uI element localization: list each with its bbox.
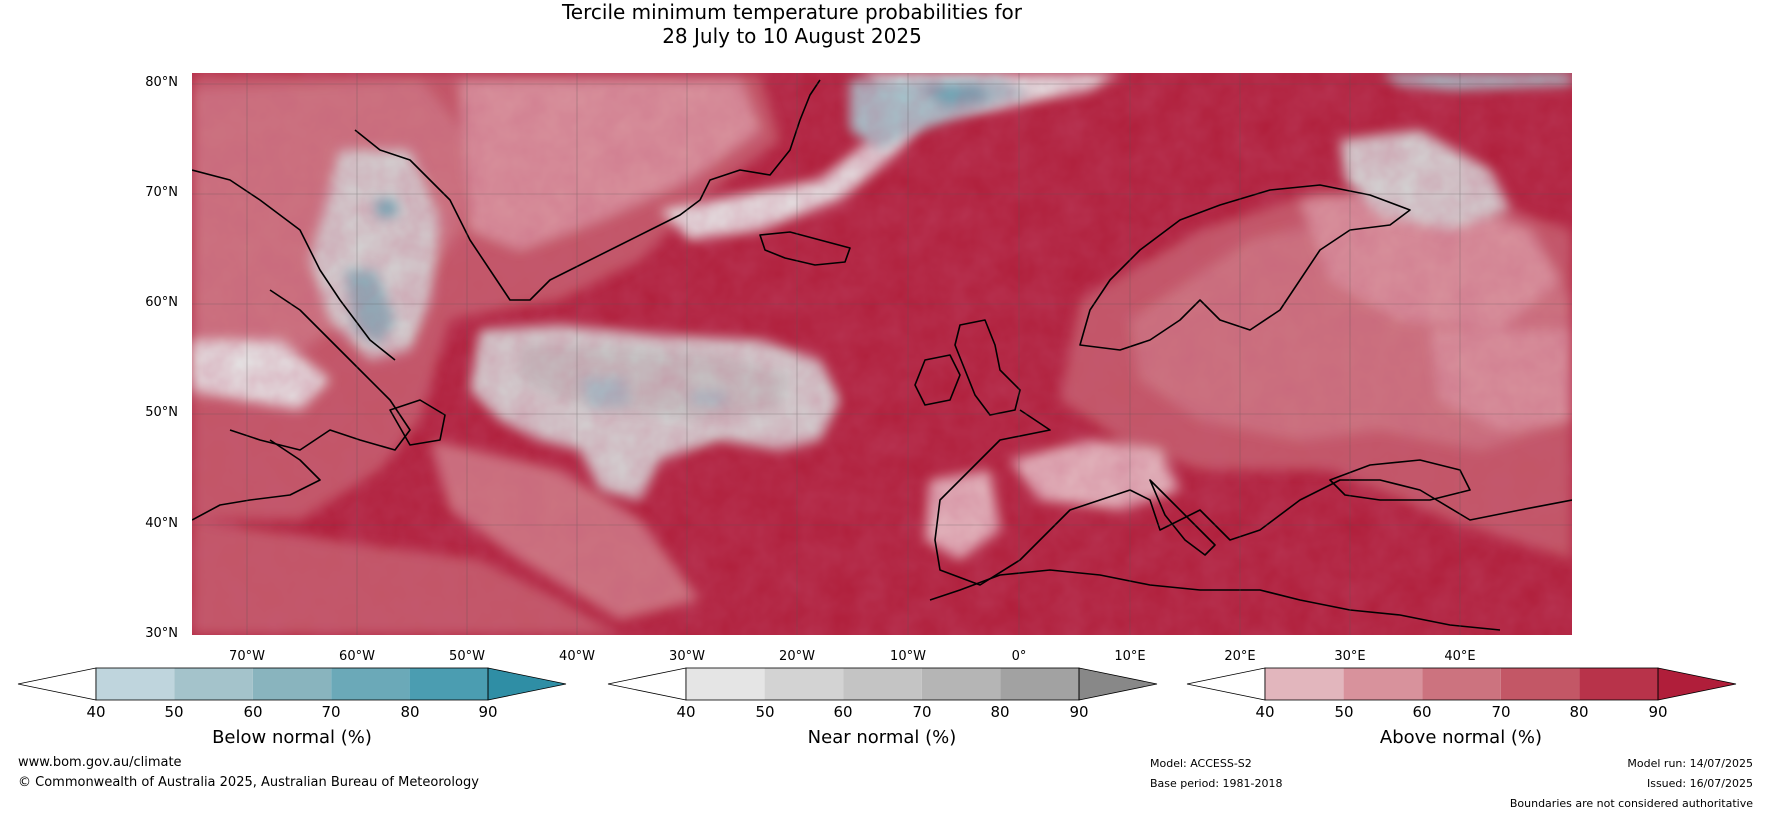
map-title: Tercile minimum temperature probabilitie… <box>0 0 1722 48</box>
colorbar-near-bin-3 <box>843 668 922 700</box>
footer-model-run: Model run: 14/07/2025 <box>1627 757 1753 770</box>
colorbar-near-bin-5 <box>1000 668 1079 700</box>
colorbar-near-tick: 40 <box>676 703 696 721</box>
colorbar-above-bin-3 <box>1422 668 1501 700</box>
colorbar-above-bin-1 <box>1265 668 1344 700</box>
footer-issued: Issued: 16/07/2025 <box>1646 777 1753 790</box>
coast-africa <box>929 569 1501 631</box>
colorbar-below-bin-4 <box>331 668 410 700</box>
lon-label: 0° <box>1011 649 1027 664</box>
footer-copyright: © Commonwealth of Australia 2025, Austra… <box>18 775 479 790</box>
coast-italy <box>1149 479 1216 556</box>
lon-label: 40°W <box>559 649 595 664</box>
colorbar-below-bin-5 <box>409 668 488 700</box>
footer-disclaimer: Boundaries are not considered authoritat… <box>1509 797 1753 810</box>
colorbar-above-bin-4 <box>1500 668 1580 700</box>
colorbar-below-low-extend <box>17 667 97 701</box>
lat-label: 30°N <box>145 626 178 641</box>
lon-label: 10°E <box>1114 649 1146 664</box>
footer-model: Model: ACCESS-S2 <box>1150 757 1252 770</box>
colorbar-above-tick: 70 <box>1491 703 1511 721</box>
colorbar-above-tick: 90 <box>1648 703 1668 721</box>
colorbar-below-bin-2 <box>174 668 253 700</box>
colorbar-near-caption: Near normal (%) <box>807 727 957 748</box>
coast-labrador <box>229 289 411 451</box>
probability-field <box>192 73 1572 635</box>
coast-ireland <box>914 354 961 406</box>
colorbar-near-outline <box>685 667 1080 701</box>
colorbar-above-tick: 60 <box>1412 703 1432 721</box>
colorbar-above-low-extend <box>1186 667 1266 701</box>
colorbar-below-bin-3 <box>252 668 332 700</box>
lon-label: 30°E <box>1334 649 1366 664</box>
colorbar-near-high-extend <box>1078 667 1158 701</box>
colorbar-near-bin-2 <box>764 668 844 700</box>
colorbar-above-bin-5 <box>1579 668 1658 700</box>
colorbar-near-tick: 50 <box>755 703 775 721</box>
footer-website: www.bom.gov.au/climate <box>18 755 182 770</box>
lon-label: 50°W <box>449 649 485 664</box>
lat-label: 50°N <box>145 405 178 420</box>
lon-label: 70°W <box>229 649 265 664</box>
coast-britain <box>954 319 1021 416</box>
colorbar-below-caption: Below normal (%) <box>212 727 372 748</box>
lat-label: 60°N <box>145 295 178 310</box>
lon-label: 20°E <box>1224 649 1256 664</box>
lon-label: 10°W <box>890 649 926 664</box>
lat-label: 80°N <box>145 75 178 90</box>
title-line-1: Tercile minimum temperature probabilitie… <box>561 0 1023 24</box>
lon-label: 40°E <box>1444 649 1476 664</box>
colorbar-below-tick: 50 <box>164 703 184 721</box>
lat-label: 40°N <box>145 516 178 531</box>
lat-label: 70°N <box>145 185 178 200</box>
footer-base-period: Base period: 1981-2018 <box>1150 777 1283 790</box>
colorbar-near-bin-1 <box>686 668 765 700</box>
lon-label: 30°W <box>669 649 705 664</box>
lon-label: 60°W <box>339 649 375 664</box>
colorbar-above <box>1186 667 1737 701</box>
colorbar-above-bin-2 <box>1343 668 1423 700</box>
coast-nova-scotia <box>192 439 321 521</box>
colorbar-below-tick: 70 <box>321 703 341 721</box>
colorbar-above-high-extend <box>1657 667 1737 701</box>
coast-iceland <box>759 231 851 266</box>
colorbar-below-tick: 60 <box>243 703 263 721</box>
graticule <box>192 73 1572 635</box>
colorbar-near <box>607 667 1158 701</box>
colorbar-below-tick: 90 <box>478 703 498 721</box>
colorbar-near-tick: 80 <box>990 703 1010 721</box>
coast-baffin <box>192 169 396 361</box>
field-texture <box>192 73 1572 635</box>
lon-label: 20°W <box>779 649 815 664</box>
colorbar-above-outline <box>1264 667 1659 701</box>
title-line-2: 28 July to 10 August 2025 <box>662 24 922 48</box>
coast-black-sea <box>1329 459 1471 501</box>
colorbar-below-outline <box>95 667 489 701</box>
colorbar-near-bin-4 <box>921 668 1001 700</box>
colorbar-below <box>17 667 567 701</box>
coastlines <box>192 79 1572 631</box>
coast-scandinavia <box>1079 184 1411 351</box>
colorbar-below-high-extend <box>487 667 567 701</box>
colorbar-below-tick: 80 <box>400 703 420 721</box>
coast-newfoundland <box>389 399 446 446</box>
colorbar-near-tick: 60 <box>833 703 853 721</box>
coast-greenland <box>354 79 821 301</box>
colorbar-near-tick: 70 <box>912 703 932 721</box>
colorbar-near-tick: 90 <box>1069 703 1089 721</box>
colorbar-near-low-extend <box>607 667 687 701</box>
colorbar-above-tick: 50 <box>1334 703 1354 721</box>
colorbar-above-tick: 80 <box>1569 703 1589 721</box>
colorbar-below-bin-1 <box>96 668 175 700</box>
colorbar-above-caption: Above normal (%) <box>1379 727 1543 748</box>
colorbar-above-tick: 40 <box>1255 703 1275 721</box>
colorbar-below-tick: 40 <box>86 703 106 721</box>
